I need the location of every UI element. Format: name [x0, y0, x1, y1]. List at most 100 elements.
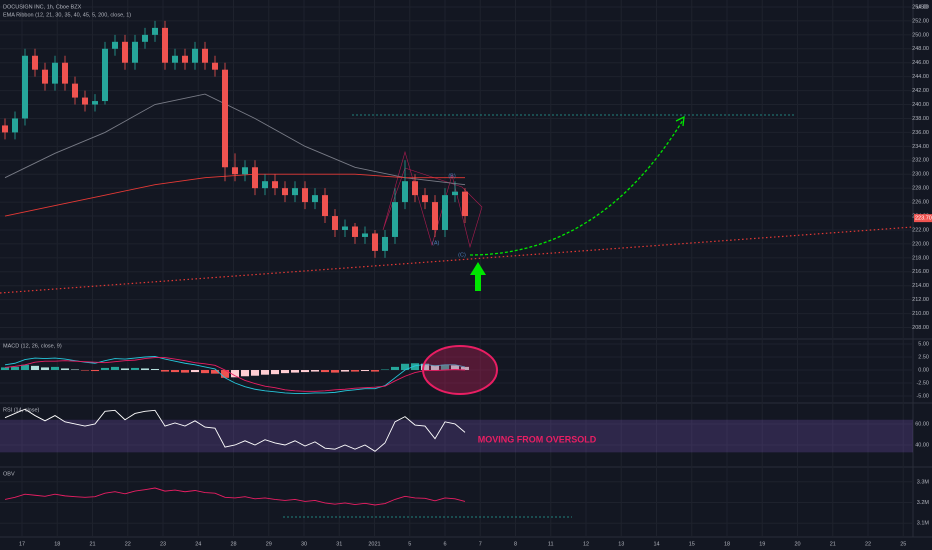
time-label: 22 [865, 541, 871, 547]
indicator-line [4, 408, 466, 452]
histogram-bar [361, 370, 369, 372]
y-tick-label: 226.00 [912, 200, 929, 206]
indicator-line [4, 93, 466, 186]
histogram-bar [71, 369, 79, 371]
candle-body [252, 167, 258, 189]
time-label: 29 [266, 541, 272, 547]
y-tick-label: -5.00 [916, 393, 929, 399]
macd-highlight [422, 345, 498, 395]
histogram-bar [171, 370, 179, 373]
histogram-bar [301, 370, 309, 373]
histogram-bar [281, 370, 289, 374]
candle-body [122, 41, 128, 63]
candle-body [422, 195, 428, 203]
histogram-bar [251, 370, 259, 376]
currency: USD [916, 4, 928, 10]
time-label: 13 [618, 541, 624, 547]
wave-label: (A) [432, 240, 440, 246]
candle-body [172, 55, 178, 63]
time-label: 8 [514, 541, 517, 547]
histogram-bar [381, 369, 389, 371]
candle-body [52, 62, 58, 84]
candle-body [162, 27, 168, 63]
candle-body [222, 69, 228, 168]
histogram-bar [341, 370, 349, 372]
pane-title: OBV [3, 471, 15, 477]
indicator-line [4, 487, 466, 506]
candle-body [342, 226, 348, 230]
pane-title: MACD (12, 26, close, 9) [3, 343, 62, 349]
time-label: 19 [759, 541, 765, 547]
candle-body [452, 191, 458, 196]
time-label: 7 [479, 541, 482, 547]
y-tick-label: 220.00 [912, 241, 929, 247]
last-price-box [914, 214, 932, 223]
y-tick-label: 218.00 [912, 255, 929, 261]
y-tick-label: 0.00 [918, 367, 929, 373]
histogram-bar [371, 370, 379, 372]
histogram-bar [391, 366, 399, 371]
histogram-bar [331, 370, 339, 373]
indicator-line [4, 357, 466, 392]
time-label: 15 [689, 541, 695, 547]
histogram-bar [141, 368, 149, 371]
time-label: 30 [301, 541, 307, 547]
y-tick-label: 208.00 [912, 325, 929, 331]
histogram-bar [271, 370, 279, 375]
time-label: 23 [160, 541, 166, 547]
time-label: 21 [89, 541, 95, 547]
time-label: 20 [794, 541, 800, 547]
candle-body [202, 48, 208, 63]
y-tick-label: 210.00 [912, 311, 929, 317]
time-label: 14 [653, 541, 659, 547]
histogram-bar [31, 365, 39, 371]
histogram-bar [351, 370, 359, 372]
candle-body [22, 55, 28, 119]
y-tick-label: 5.00 [918, 341, 929, 347]
candle-body [362, 233, 368, 237]
time-label: 11 [548, 541, 554, 547]
candle-body [412, 181, 418, 196]
histogram-bar [81, 370, 89, 371]
candle-body [112, 41, 118, 49]
candle-body [262, 181, 268, 189]
candle-body [72, 83, 78, 98]
up-arrow [470, 262, 486, 291]
candle-body [402, 181, 408, 203]
histogram-bar [431, 365, 439, 371]
candle-body [432, 202, 438, 230]
y-tick-label: 3.3M [917, 479, 930, 485]
candle-body [332, 216, 338, 230]
candle-body [312, 195, 318, 203]
y-tick-label: 236.00 [912, 130, 929, 136]
candle-body [302, 188, 308, 203]
trend-line [0, 226, 914, 294]
histogram-bar [101, 367, 109, 371]
histogram-bar [231, 370, 239, 378]
histogram-bar [221, 370, 229, 378]
histogram-bar [401, 363, 409, 371]
indicator-line [4, 173, 465, 217]
time-label: 12 [583, 541, 589, 547]
y-tick-label: 242.00 [912, 88, 929, 94]
y-tick-label: 238.00 [912, 116, 929, 122]
y-tick-label: 40.00 [915, 442, 929, 448]
symbol: DOCUSIGN INC, 1h, Cboe BZX [3, 4, 82, 10]
histogram-bar [51, 366, 59, 371]
candle-body [152, 27, 158, 35]
histogram-bar [131, 367, 139, 371]
histogram-bar [21, 364, 29, 371]
histogram-bar [441, 364, 449, 371]
histogram-bar [111, 366, 119, 371]
candle-body [132, 41, 138, 63]
candle-body [192, 48, 198, 63]
time-label: 25 [900, 541, 906, 547]
y-tick-label: 216.00 [912, 269, 929, 275]
y-tick-label: 244.00 [912, 74, 929, 80]
histogram-bar [311, 370, 319, 372]
time-label: 24 [195, 541, 201, 547]
candle-body [382, 236, 388, 251]
histogram-bar [181, 370, 189, 373]
note: MOVING FROM OVERSOLD [478, 434, 597, 444]
time-label: 18 [724, 541, 730, 547]
